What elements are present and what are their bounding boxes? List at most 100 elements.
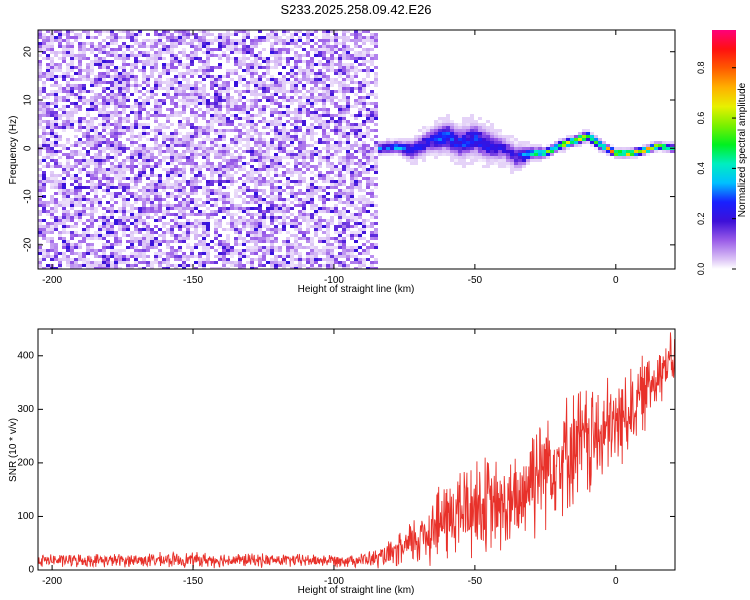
spectrogram-cell [126, 156, 130, 159]
spectrogram-cell [154, 39, 158, 42]
spectrogram-cell [282, 138, 286, 141]
spectrogram-cell [370, 177, 374, 180]
spectrogram-cell [86, 102, 90, 105]
spectrogram-cell [170, 51, 174, 54]
spectrogram-cell [310, 156, 314, 159]
spectrogram-cell [118, 129, 122, 132]
spectrogram-cell [358, 165, 362, 168]
spectrogram-cell [122, 183, 126, 186]
spectrogram-cell [150, 66, 154, 69]
spectrogram-cell [110, 210, 114, 213]
spectrogram-cell [342, 87, 346, 90]
spectrogram-cell [290, 219, 294, 222]
spectrogram-cell [362, 57, 366, 60]
spectrogram-cell [186, 225, 190, 228]
spectrogram-cell [38, 66, 42, 69]
spectrogram-cell [310, 72, 314, 75]
spectrogram-cell [174, 102, 178, 105]
spectrogram-cell [158, 198, 162, 201]
spectrogram-cell [142, 258, 146, 261]
spectrogram-cell [282, 183, 286, 186]
spectrogram-cell [338, 156, 342, 159]
spectrogram-cell [362, 81, 366, 84]
spectrogram-cell [226, 195, 230, 198]
spectrogram-cell [266, 207, 270, 210]
spectrogram-cell [230, 225, 234, 228]
spectrogram-cell [70, 30, 74, 33]
spectrogram-cell [198, 81, 202, 84]
spectrogram-cell [154, 258, 158, 261]
spectrogram-cell [294, 153, 298, 156]
spectrogram-cell [46, 165, 50, 168]
spectrogram-cell [70, 243, 74, 246]
spectrogram-cell [366, 30, 370, 33]
spectrogram-cell [166, 231, 170, 234]
spectrogram-cell [226, 237, 230, 240]
spectrogram-cell [318, 189, 322, 192]
spectrogram-cell [218, 147, 222, 150]
spectrogram-cell [154, 246, 158, 249]
spectrogram-cell [174, 96, 178, 99]
spectrogram-cell [118, 162, 122, 165]
spectrogram-cell [50, 69, 54, 72]
spectrogram-cell [306, 228, 310, 231]
spectrogram-cell [330, 96, 334, 99]
spectrogram-cell [94, 198, 98, 201]
spectrogram-cell [230, 201, 234, 204]
spectrogram-cell [250, 66, 254, 69]
spectrogram-cell [118, 240, 122, 243]
spectrogram-cell [370, 168, 374, 171]
spectrogram-cell [62, 204, 66, 207]
spectrogram-cell [82, 162, 86, 165]
spectrogram-cell [302, 72, 306, 75]
spectrogram-cell [66, 141, 70, 144]
spectrogram-cell [230, 213, 234, 216]
spectrogram-cell [258, 81, 262, 84]
spectrogram-cell [346, 234, 350, 237]
spectrogram-cell [142, 99, 146, 102]
spectrogram-cell [106, 225, 110, 228]
spectrogram-cell [58, 219, 62, 222]
spectrogram-cell [70, 57, 74, 60]
spectrogram-cell [334, 231, 338, 234]
spectrogram-cell [338, 72, 342, 75]
spectrogram-cell [114, 201, 118, 204]
spectrogram-cell [182, 48, 186, 51]
spectrogram-cell [94, 135, 98, 138]
spectrogram-cell [286, 246, 290, 249]
spectrogram-cell [302, 102, 306, 105]
spectrogram-cell [362, 237, 366, 240]
spectrogram-cell [322, 240, 326, 243]
spectrogram-cell [242, 150, 246, 153]
spectrogram-cell [198, 168, 202, 171]
spectrogram-cell [66, 30, 70, 33]
spectrogram-cell [322, 30, 326, 33]
spectrogram-cell [258, 228, 262, 231]
spectrogram-cell [270, 123, 274, 126]
spectrogram-cell [66, 48, 70, 51]
spectrogram-cell [122, 93, 126, 96]
spectrogram-cell [210, 210, 214, 213]
spectrogram-cell [350, 252, 354, 255]
spectrogram-cell [90, 216, 94, 219]
spectrogram-cell [246, 138, 250, 141]
spectrogram-cell [78, 171, 82, 174]
spectrogram-cell [102, 159, 106, 162]
spectrogram-cell [170, 207, 174, 210]
spectrogram-cell [346, 111, 350, 114]
spectrogram-cell [310, 249, 314, 252]
spectrogram-cell [154, 192, 158, 195]
spectrogram-cell [174, 237, 178, 240]
spectrogram-cell [46, 249, 50, 252]
spectrogram-cell [234, 228, 238, 231]
spectrogram-cell [206, 39, 210, 42]
spectrogram-cell [46, 153, 50, 156]
spectrogram-cell [38, 108, 42, 111]
spectrogram-cell [146, 231, 150, 234]
spectrogram-cell [42, 219, 46, 222]
spectrogram-cell [170, 204, 174, 207]
spectrogram-cell [318, 93, 322, 96]
spectrogram-cell [334, 72, 338, 75]
spectrogram-cell [402, 147, 406, 150]
spectrogram-cell [330, 252, 334, 255]
